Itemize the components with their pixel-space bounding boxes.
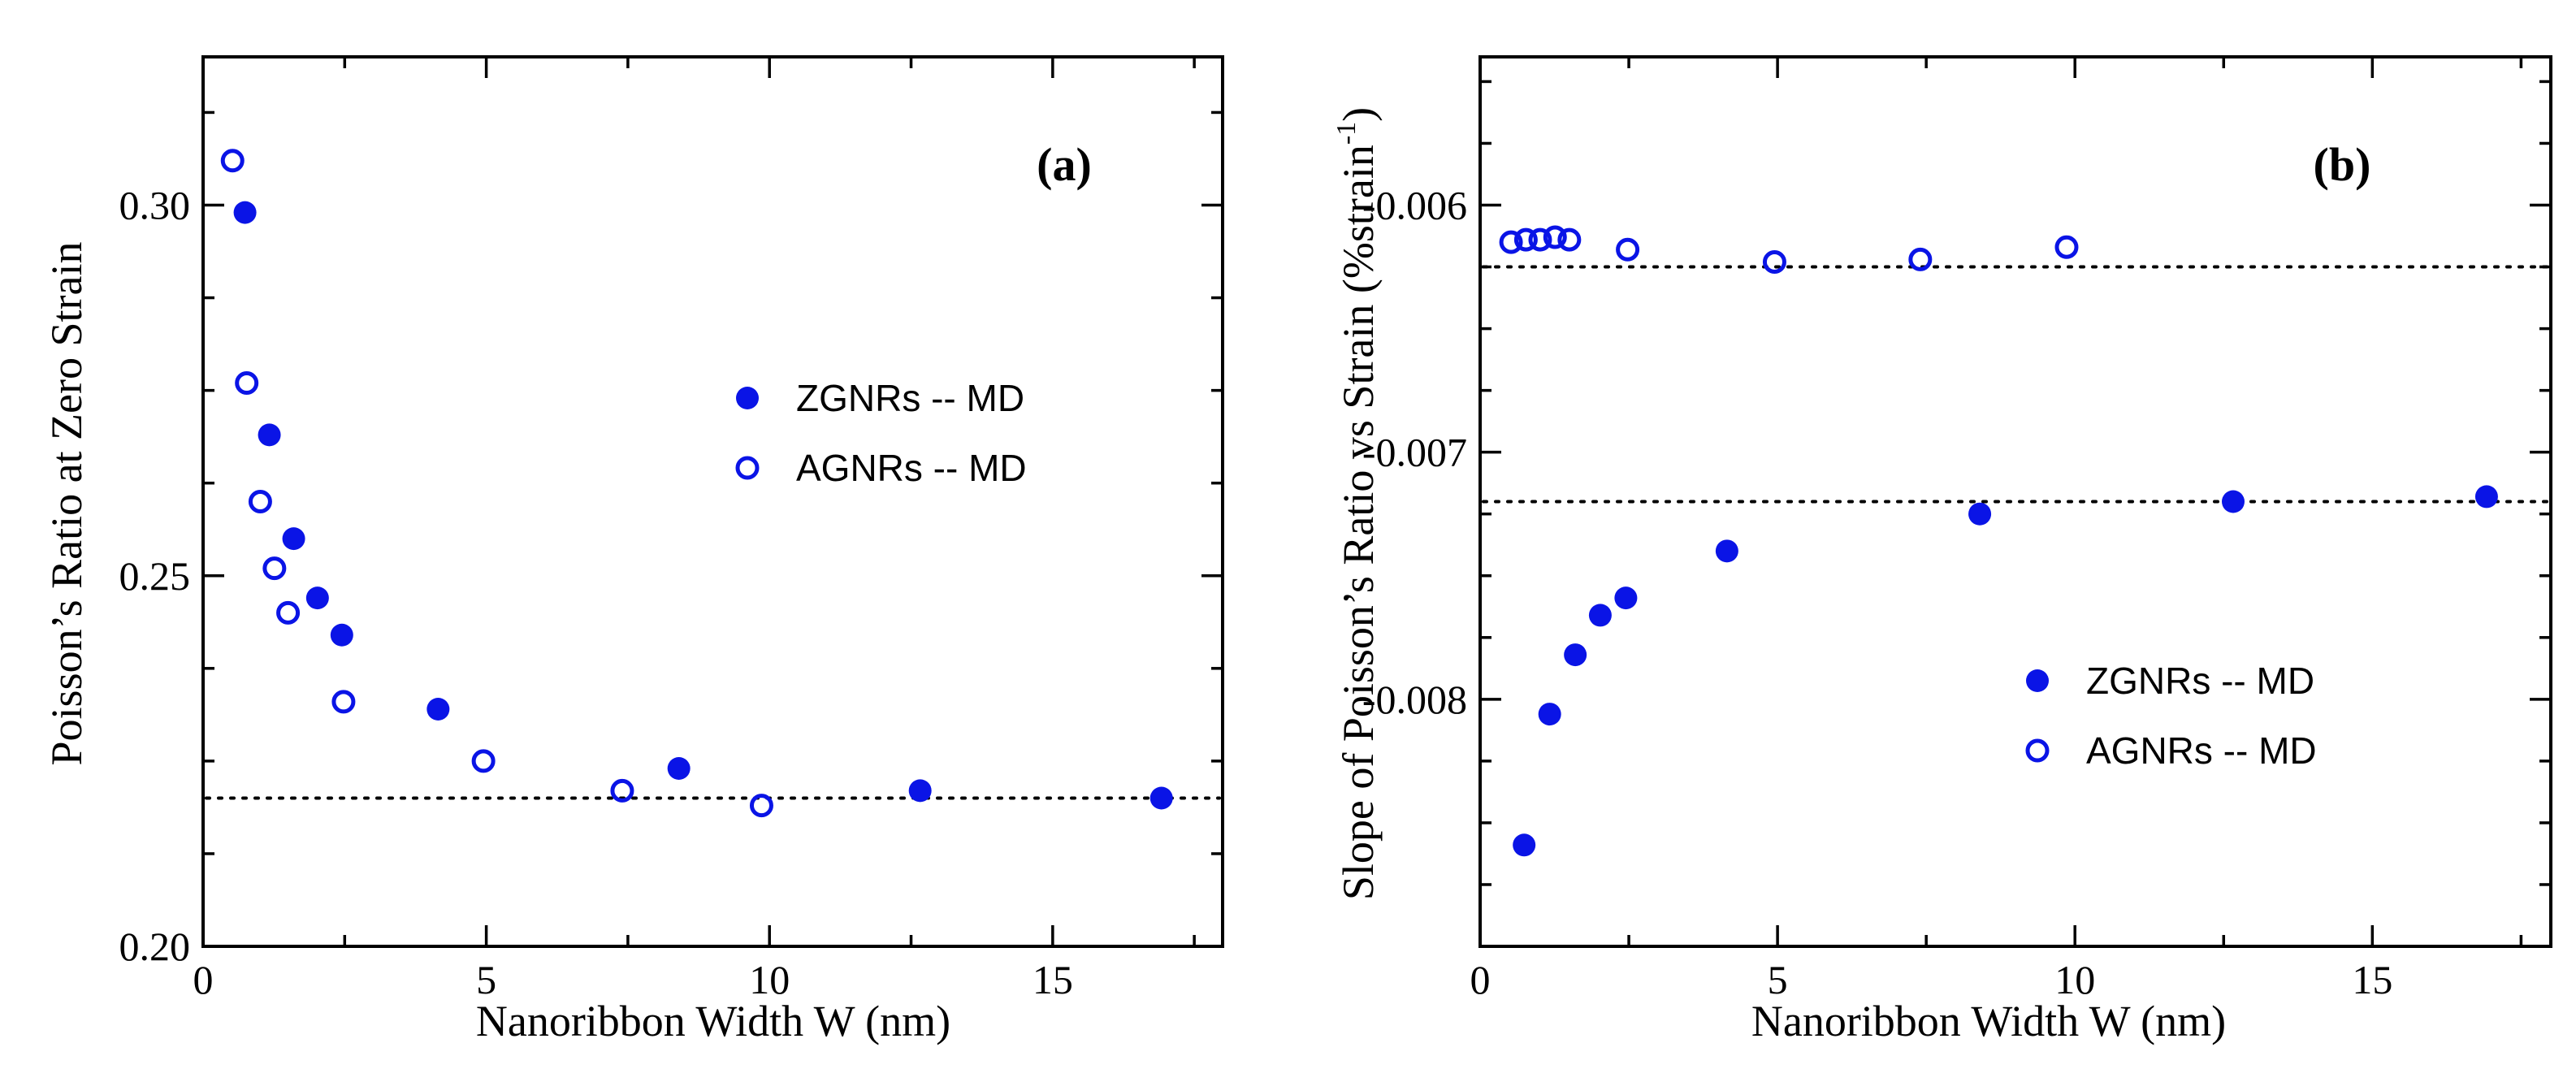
panel-b-legend-agnr-marker [2025,738,2050,763]
panel-b-zgnr-point [1513,833,1536,857]
panel-a-ylabel: Poisson’s Ratio at Zero Strain [42,242,91,766]
panel-b-zgnr-point [1588,604,1612,627]
panel-a-legend-agnr-label: AGNRs -- MD [796,447,1027,489]
panel-a-plot-group: 0 5 10 15 0.20 0.25 0.30 [119,55,1224,1002]
panel-b-agnr-point [1499,230,1523,254]
panel-b-agnr-point [1528,227,1552,252]
panel-b-legend-zgnr-marker [2026,669,2049,692]
panel-a-agnr-point [262,556,287,581]
panel-b: 0 5 10 15 -0.008 -0.007 -0.006 (b) Nanoribbon … [1331,55,2552,1045]
panel-b-tag: (b) [2314,138,2371,191]
panel-a-zgnr-point [282,527,305,551]
panel-b-plot-group: 0 5 10 15 -0.008 -0.007 -0.006 [1362,55,2552,1002]
panel-a-agnr-point [235,371,259,395]
panel-b-zgnr-point [1715,539,1738,563]
panel-a-legend-zgnr-label: ZGNRs -- MD [796,377,1024,419]
panel-a-agnr-point [248,490,272,513]
panel-b-ylabel: Slope of Poisson’s Ratio vs Strain (%str… [1331,107,1383,900]
panel-b-agnr-point [1557,227,1582,252]
panel-a-ytick-label: 0.25 [119,553,191,599]
panel-b-zgnr-point [2474,485,2498,509]
panel-b-ylabel-main: Slope of Poisson’s Ratio vs Strain (%str… [1334,145,1383,900]
panel-a-zgnr-point [330,623,353,647]
panel-b-xtick-label: 10 [2054,957,2095,1002]
panel-a-legend-zgnr-marker [736,387,759,409]
panel-a-zgnr-point [258,423,281,447]
panel-a-ytick-label: 0.30 [119,183,191,228]
panel-b-agnr-point [1762,249,1786,274]
panel-b-agnr-point [1908,247,1933,271]
panel-b-zgnr-point [1538,703,1561,726]
panel-b-zgnr-point [1614,586,1638,610]
panel-a-zgnr-point [908,779,932,803]
panel-a-zgnr-point [426,698,450,721]
panel-a-legend: ZGNRs -- MD AGNRs -- MD [735,377,1027,489]
panel-a-ytick-label: 0.20 [119,924,191,969]
panel-a-agnr-point [749,794,773,818]
panel-a-zgnr-point [305,586,329,610]
panel-b-ytick-label: -0.008 [1362,677,1467,722]
panel-b-zgnr-point [1968,502,1992,526]
panel-a-zgnr-point [1149,786,1173,810]
panel-b-zgnr-point [1564,643,1587,667]
panel-a-xtick-label: 15 [1033,957,1073,1002]
panel-b-xtick-label: 0 [1470,957,1491,1002]
panel-b-xlabel: Nanoribbon Width W (nm) [1751,997,2226,1045]
panel-a-agnr-point [471,749,496,773]
panel-a-xlabel: Nanoribbon Width W (nm) [476,997,950,1045]
panel-b-xtick-label: 15 [2352,957,2392,1002]
panel-a-agnr-point [610,778,634,803]
panel-a-agnr-point [220,149,245,173]
panel-a-frame [201,55,1224,948]
panel-a: 0 5 10 15 0.20 0.25 0.30 (a) Nanoribbon Width … [42,55,1224,1045]
panel-b-legend-zgnr-label: ZGNRs -- MD [2086,660,2314,702]
panel-b-xtick-label: 5 [1768,957,1788,1002]
panel-a-tag: (a) [1037,138,1092,191]
panel-b-ytick-label: -0.007 [1362,430,1467,475]
panel-a-zgnr-point [233,201,257,224]
panel-a-zgnr-point [667,757,691,780]
panel-b-agnr-point [2054,235,2079,259]
panel-b-ytick-label: -0.006 [1362,183,1467,228]
panel-a-xtick-label: 10 [749,957,790,1002]
panel-b-agnr-point [1616,237,1640,262]
panel-a-legend-agnr-marker [735,456,760,480]
panel-b-ylabel-end: ) [1334,107,1383,122]
panel-b-frame [1478,55,2552,948]
panel-b-legend-agnr-label: AGNRs -- MD [2086,729,2317,772]
panel-b-agnr-point [1513,227,1538,252]
panel-b-ylabel-sup: -1 [1331,122,1362,145]
panel-b-legend: ZGNRs -- MD AGNRs -- MD [2025,660,2317,772]
panel-b-zgnr-point [2221,490,2245,513]
panel-a-agnr-point [331,690,356,714]
panel-b-agnr-point [1543,225,1567,249]
panel-a-xtick-label: 0 [193,957,214,1002]
panel-a-xtick-label: 5 [476,957,496,1002]
panel-a-agnr-point [276,600,301,625]
